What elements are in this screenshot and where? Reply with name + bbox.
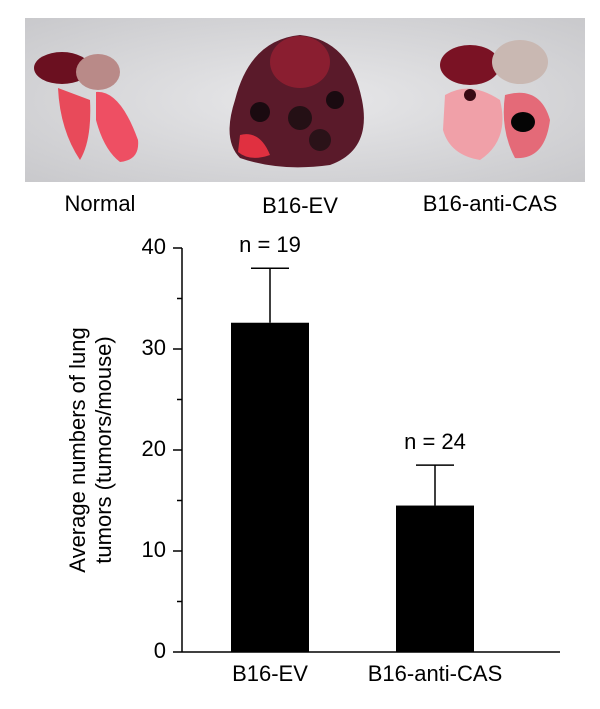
photo-label: B16-EV: [262, 193, 338, 218]
bar: [231, 322, 309, 652]
y-tick-label: 30: [142, 335, 166, 360]
y-tick-label: 10: [142, 537, 166, 562]
y-axis-title: Average numbers of lung tumors (tumors/m…: [65, 327, 116, 572]
lung-normal: [34, 52, 139, 162]
y-tick-label: 40: [142, 234, 166, 259]
x-tick-label: B16-anti-CAS: [368, 661, 503, 686]
annotation: n = 19: [239, 232, 301, 257]
y-tick-label: 20: [142, 436, 166, 461]
y-axis-title-line: tumors (tumors/mouse): [91, 336, 116, 563]
bar: [396, 505, 474, 652]
y-axis-title-line: Average numbers of lung: [65, 327, 90, 572]
lung-b16-anti-cas: [440, 40, 550, 160]
y-tick-label: 0: [154, 638, 166, 663]
x-tick-label: B16-EV: [232, 661, 308, 686]
photo: [25, 18, 585, 182]
photo-label: B16-anti-CAS: [423, 191, 558, 216]
lung-b16-ev: [229, 35, 364, 168]
annotation: n = 24: [404, 429, 466, 454]
photo-label: Normal: [65, 191, 136, 216]
